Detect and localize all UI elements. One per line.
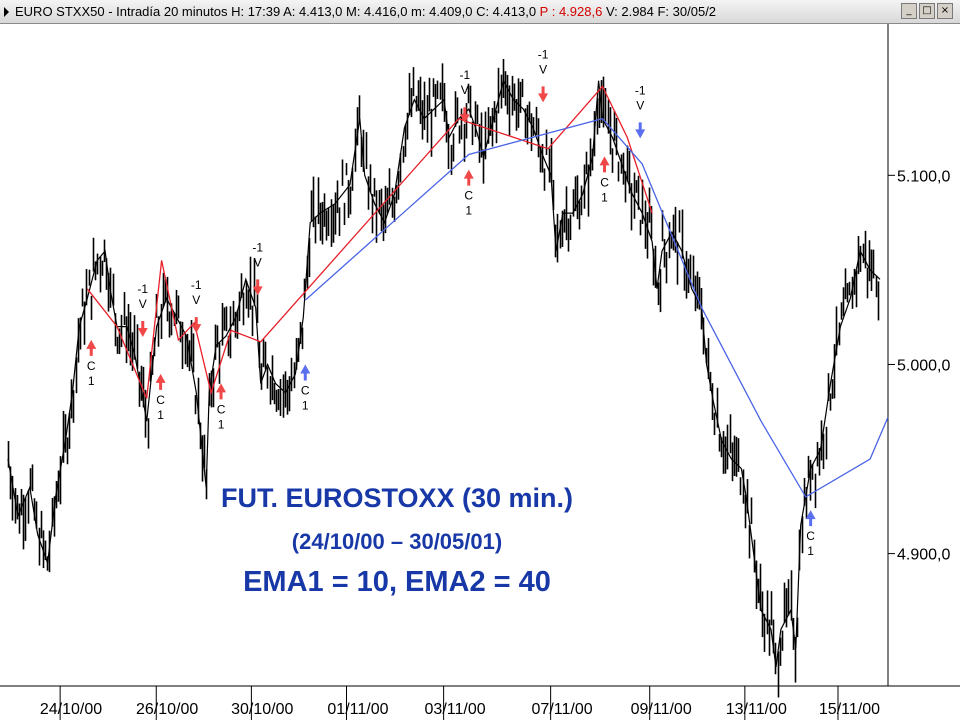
- y-axis-ticks: 5.100,0 5.000,0 4.900,0: [888, 168, 950, 564]
- x-tick-label-7: 13/11/00: [726, 701, 787, 718]
- x-tick-label-6: 09/11/00: [631, 701, 692, 718]
- sell-arrow-icon: [459, 107, 470, 124]
- instrument-name: EURO STXX50: [15, 4, 105, 19]
- sell-signal-9: -1V: [538, 47, 549, 103]
- y-tick-label-0: 5.100,0: [897, 168, 950, 185]
- sell-signal-7: -1V: [459, 68, 470, 124]
- price-line: [7, 79, 881, 668]
- buy-arrow-icon: [463, 169, 474, 186]
- buy-arrow-icon: [216, 383, 227, 400]
- buy-signal-label: C: [301, 383, 310, 397]
- sell-arrow-icon: [191, 317, 202, 334]
- buy-signal-label: C: [87, 359, 96, 373]
- buy-signal-label: 1: [157, 408, 164, 422]
- ema-lines: [86, 85, 889, 498]
- ema-params-label: EMA1 = 10, EMA2 = 40: [243, 566, 551, 598]
- chart-title: FUT. EUROSTOXX (30 min.): [221, 483, 573, 513]
- minimize-button[interactable]: _: [901, 3, 917, 19]
- buy-signal-label: 1: [218, 417, 225, 431]
- buy-signal-label: C: [156, 393, 165, 407]
- buy-signal-label: C: [464, 189, 473, 203]
- buy-signal-2: C1: [155, 373, 166, 422]
- sell-signal-label: V: [192, 293, 200, 307]
- sell-signal-label: -1: [459, 68, 470, 82]
- close-button[interactable]: ×: [937, 3, 953, 19]
- x-tick-label-3: 01/11/00: [327, 701, 388, 718]
- buy-arrow-icon: [805, 510, 816, 527]
- maximize-button[interactable]: □: [919, 3, 935, 19]
- sell-signal-5: -1V: [252, 240, 263, 296]
- buy-signal-0: C1: [86, 339, 97, 388]
- p-field: P : 4.928,6: [539, 4, 603, 19]
- buy-signal-4: C1: [216, 383, 227, 431]
- sell-signal-label: -1: [252, 240, 263, 254]
- buy-signal-label: 1: [807, 544, 814, 558]
- title-bar: EURO STXX50 - Intradía 20 minutos H: 17:…: [0, 0, 960, 24]
- buy-arrow-icon: [86, 339, 97, 356]
- x-tick-label-4: 03/11/00: [425, 701, 486, 718]
- sell-signal-label: V: [461, 83, 469, 97]
- y-tick-label-1: 5.000,0: [897, 357, 950, 374]
- sell-signal-label: -1: [538, 47, 549, 61]
- sell-signal-label: V: [636, 98, 644, 112]
- buy-signal-label: 1: [88, 374, 95, 388]
- x-grid: [59, 686, 839, 720]
- buy-signal-label: 1: [465, 204, 472, 218]
- buy-arrow-icon: [599, 156, 610, 173]
- collapse-triangle-icon[interactable]: [4, 6, 9, 17]
- price-series: [7, 59, 881, 698]
- sell-signal-label: V: [139, 297, 147, 311]
- ohlc-fields: H: 17:39 A: 4.413,0 M: 4.416,0 m: 4.409,…: [231, 4, 540, 19]
- buy-signal-12: C1: [805, 510, 816, 558]
- sell-signal-11: -1V: [635, 83, 646, 139]
- sell-signal-label: -1: [635, 83, 646, 97]
- x-axis-ticks: 24/10/00 26/10/00 30/10/00 01/11/00 03/11/00…: [40, 701, 880, 718]
- buy-arrow-icon: [300, 364, 311, 381]
- buy-signal-label: C: [600, 175, 609, 189]
- sell-signal-label: V: [254, 255, 262, 269]
- buy-signal-6: C1: [300, 364, 311, 412]
- interval-label: Intradía 20 minutos: [116, 4, 228, 19]
- date-range-label: (24/10/00 – 30/05/01): [292, 529, 502, 554]
- buy-signal-label: 1: [601, 190, 608, 204]
- x-tick-label-2: 30/10/00: [231, 701, 293, 718]
- x-tick-label-8: 15/11/00: [819, 701, 880, 718]
- buy-signal-8: C1: [463, 169, 474, 218]
- sell-signal-label: V: [539, 62, 547, 76]
- x-tick-label-5: 07/11/00: [532, 701, 593, 718]
- buy-signal-label: C: [217, 402, 226, 416]
- sell-signal-label: -1: [137, 282, 148, 296]
- x-tick-label-1: 26/10/00: [136, 701, 198, 718]
- x-tick-label-0: 24/10/00: [40, 701, 102, 718]
- sell-arrow-icon: [538, 86, 549, 103]
- buy-signal-10: C1: [599, 156, 610, 204]
- sell-arrow-icon: [252, 279, 263, 296]
- sell-arrow-icon: [137, 320, 148, 337]
- sell-arrow-icon: [635, 122, 646, 139]
- quote-summary: EURO STXX50 - Intradía 20 minutos H: 17:…: [15, 4, 717, 19]
- ema1-line: [86, 85, 653, 399]
- ema2-line: [304, 117, 889, 498]
- buy-signal-label: 1: [302, 398, 309, 412]
- y-tick-label-2: 4.900,0: [897, 547, 950, 564]
- sell-signal-3: -1V: [191, 278, 202, 334]
- buy-signal-label: C: [806, 529, 815, 543]
- sell-signal-1: -1V: [137, 282, 148, 337]
- sell-signal-label: -1: [191, 278, 202, 292]
- buy-arrow-icon: [155, 373, 166, 390]
- volume-date-fields: V: 2.984 F: 30/05/2: [602, 4, 717, 19]
